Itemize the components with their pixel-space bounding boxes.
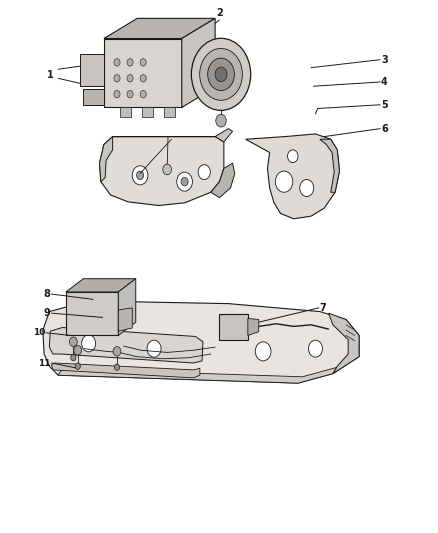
Polygon shape [245,134,339,219]
Circle shape [191,38,250,110]
Circle shape [207,58,234,91]
Text: 8: 8 [43,289,50,299]
Polygon shape [181,18,215,108]
Circle shape [114,59,120,66]
Circle shape [132,166,148,185]
Circle shape [140,75,146,82]
Circle shape [181,177,187,186]
Polygon shape [247,318,258,335]
Circle shape [127,59,133,66]
Circle shape [114,364,119,370]
Circle shape [136,171,143,180]
Text: 9: 9 [43,308,50,318]
Circle shape [215,67,226,82]
Circle shape [177,172,192,191]
Circle shape [140,59,146,66]
Polygon shape [66,279,135,292]
Polygon shape [164,108,174,117]
Text: 2: 2 [215,9,223,18]
Circle shape [127,91,133,98]
Polygon shape [319,139,339,192]
Circle shape [299,180,313,197]
Circle shape [71,354,76,361]
Polygon shape [99,136,223,206]
Text: 10: 10 [32,328,45,337]
Circle shape [81,335,95,352]
Polygon shape [118,279,135,335]
Circle shape [140,91,146,98]
Text: 1: 1 [47,70,53,79]
Circle shape [254,342,270,361]
Circle shape [113,346,120,356]
Text: 5: 5 [380,100,387,110]
Polygon shape [83,89,104,105]
Polygon shape [120,108,131,117]
Text: 4: 4 [380,77,387,87]
Circle shape [114,75,120,82]
Polygon shape [210,163,234,198]
Polygon shape [43,301,358,383]
Circle shape [127,75,133,82]
Circle shape [74,345,81,355]
Circle shape [147,340,161,357]
Circle shape [69,337,77,346]
Text: 6: 6 [380,124,387,134]
Polygon shape [51,363,199,378]
Polygon shape [118,308,132,331]
Polygon shape [113,128,232,142]
Polygon shape [49,327,202,363]
Polygon shape [99,136,113,182]
Circle shape [215,114,226,127]
Circle shape [308,340,322,357]
Polygon shape [66,292,118,335]
Polygon shape [142,108,152,117]
Circle shape [199,49,242,100]
Circle shape [75,363,80,369]
Polygon shape [328,313,358,374]
Text: 7: 7 [319,303,326,313]
Polygon shape [80,54,104,86]
Circle shape [162,164,171,175]
Text: 11: 11 [38,359,50,367]
Polygon shape [58,367,336,383]
Circle shape [198,165,210,180]
Circle shape [287,150,297,163]
Polygon shape [219,314,247,340]
Polygon shape [104,18,215,38]
Circle shape [275,171,292,192]
Text: 3: 3 [380,55,387,64]
Circle shape [114,91,120,98]
Polygon shape [104,38,181,108]
